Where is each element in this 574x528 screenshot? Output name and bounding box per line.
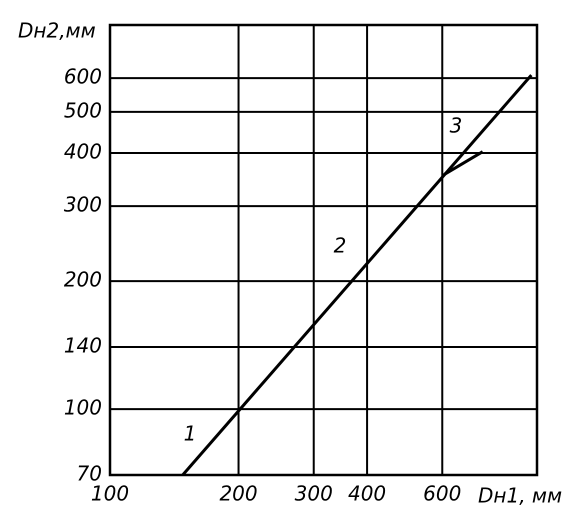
y-tick-label: 600 [64,65,102,89]
x-tick-label: 100 [91,482,129,506]
y-tick-label: 400 [64,140,102,164]
y-tick-label: 200 [64,268,102,292]
series-line [181,74,533,476]
series-label: 3 [450,114,463,138]
x-axis-label: Dн1, мм [478,484,562,508]
y-tick-label: 500 [64,98,102,122]
y-tick-label: 140 [64,333,102,357]
x-tick-label: 300 [295,482,333,506]
y-tick-label: 70 [77,462,102,486]
y-tick-label: 100 [64,396,102,420]
series-label: 2 [334,234,347,258]
y-tick-label: 300 [64,193,102,217]
series-label: 1 [184,422,197,446]
series-line [443,150,484,176]
x-tick-label: 400 [348,482,386,506]
plot-frame [108,23,539,477]
y-axis-label: Dн2,мм [18,19,96,43]
x-tick-label: 600 [423,482,461,506]
x-tick-label: 200 [219,482,257,506]
